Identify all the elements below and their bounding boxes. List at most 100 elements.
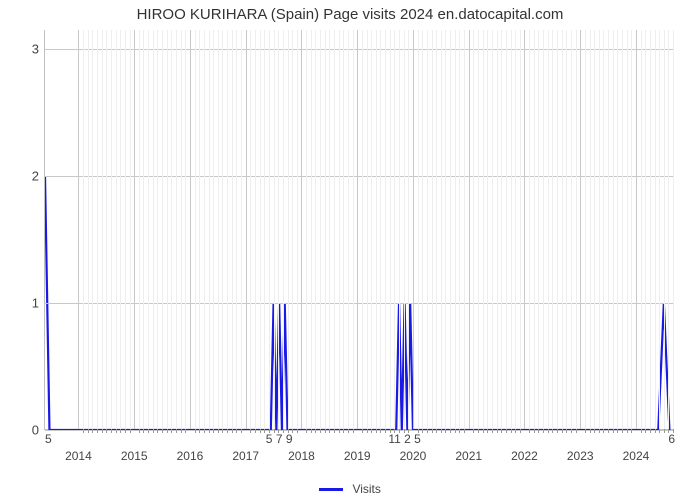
x-gridline-minor (130, 30, 131, 429)
x-gridline-major (413, 30, 414, 429)
x-gridline-minor (222, 30, 223, 429)
x-gridline-minor (404, 30, 405, 429)
x-gridline-minor (408, 30, 409, 429)
x-minor-tick (334, 429, 335, 433)
x-gridline-minor (311, 30, 312, 429)
x-gridline-minor (473, 30, 474, 429)
x-minor-tick (594, 429, 595, 433)
x-minor-tick (181, 429, 182, 433)
x-minor-tick (376, 429, 377, 433)
x-gridline-minor (334, 30, 335, 429)
x-gridline-minor (394, 30, 395, 429)
x-gridline-minor (371, 30, 372, 429)
x-minor-tick (631, 429, 632, 433)
x-gridline-minor (92, 30, 93, 429)
x-gridline-minor (274, 30, 275, 429)
x-gridline-minor (213, 30, 214, 429)
x-gridline-minor (436, 30, 437, 429)
x-minor-tick (97, 429, 98, 433)
x-minor-tick (492, 429, 493, 433)
x-minor-tick (130, 429, 131, 433)
x-gridline-minor (250, 30, 251, 429)
x-gridline-minor (515, 30, 516, 429)
x-minor-tick (548, 429, 549, 433)
x-minor-tick (116, 429, 117, 433)
x-gridline-minor (218, 30, 219, 429)
x-minor-tick (520, 429, 521, 433)
x-gridline-minor (288, 30, 289, 429)
x-minor-tick (297, 429, 298, 433)
x-minor-tick (241, 429, 242, 433)
x-gridline-minor (209, 30, 210, 429)
x-gridline-minor (506, 30, 507, 429)
x-minor-tick (339, 429, 340, 433)
x-minor-tick (576, 429, 577, 433)
x-gridline-minor (278, 30, 279, 429)
x-minor-tick (627, 429, 628, 433)
x-gridline-minor (320, 30, 321, 429)
x-minor-tick (473, 429, 474, 433)
x-gridline-minor (608, 30, 609, 429)
x-minor-tick (557, 429, 558, 433)
x-gridline-minor (181, 30, 182, 429)
x-minor-tick (422, 429, 423, 433)
x-minor-tick (487, 429, 488, 433)
x-minor-tick (483, 429, 484, 433)
x-gridline-minor (622, 30, 623, 429)
x-minor-tick (659, 429, 660, 433)
x-gridline-minor (464, 30, 465, 429)
x-gridline-minor (167, 30, 168, 429)
y-tick-label: 2 (32, 169, 39, 184)
x-minor-tick (218, 429, 219, 433)
x-minor-tick (348, 429, 349, 433)
x-gridline-minor (520, 30, 521, 429)
x-minor-tick (222, 429, 223, 433)
x-minor-tick (83, 429, 84, 433)
x-gridline-minor (139, 30, 140, 429)
chart-title: HIROO KURIHARA (Spain) Page visits 2024 … (0, 0, 700, 23)
x-gridline-minor (297, 30, 298, 429)
x-gridline-minor (427, 30, 428, 429)
x-gridline-minor (376, 30, 377, 429)
x-minor-tick (664, 429, 665, 433)
x-gridline-major (190, 30, 191, 429)
x-gridline-minor (645, 30, 646, 429)
x-gridline-minor (631, 30, 632, 429)
x-minor-tick (566, 429, 567, 433)
x-minor-tick (464, 429, 465, 433)
x-tick-label: 2024 (623, 449, 650, 463)
x-gridline-minor (534, 30, 535, 429)
x-minor-tick (329, 429, 330, 433)
x-gridline-major (246, 30, 247, 429)
x-minor-tick (590, 429, 591, 433)
y-tick-label: 0 (32, 423, 39, 438)
x-minor-tick (204, 429, 205, 433)
x-minor-tick (157, 429, 158, 433)
x-minor-tick (585, 429, 586, 433)
x-gridline-major (524, 30, 525, 429)
x-tick-label: 2022 (511, 449, 538, 463)
hover-point-label: 11 2 5 (388, 433, 420, 445)
x-gridline-minor (264, 30, 265, 429)
x-minor-tick (455, 429, 456, 433)
x-gridline-minor (260, 30, 261, 429)
x-minor-tick (645, 429, 646, 433)
x-gridline-major (469, 30, 470, 429)
x-minor-tick (162, 429, 163, 433)
x-gridline-minor (450, 30, 451, 429)
x-gridline-minor (557, 30, 558, 429)
x-minor-tick (125, 429, 126, 433)
x-gridline-minor (315, 30, 316, 429)
x-tick-label: 2023 (567, 449, 594, 463)
x-minor-tick (655, 429, 656, 433)
x-gridline-minor (617, 30, 618, 429)
x-gridline-minor (627, 30, 628, 429)
x-gridline-minor (483, 30, 484, 429)
x-minor-tick (92, 429, 93, 433)
x-minor-tick (617, 429, 618, 433)
x-minor-tick (171, 429, 172, 433)
x-minor-tick (571, 429, 572, 433)
x-minor-tick (599, 429, 600, 433)
x-minor-tick (199, 429, 200, 433)
x-gridline-minor (566, 30, 567, 429)
